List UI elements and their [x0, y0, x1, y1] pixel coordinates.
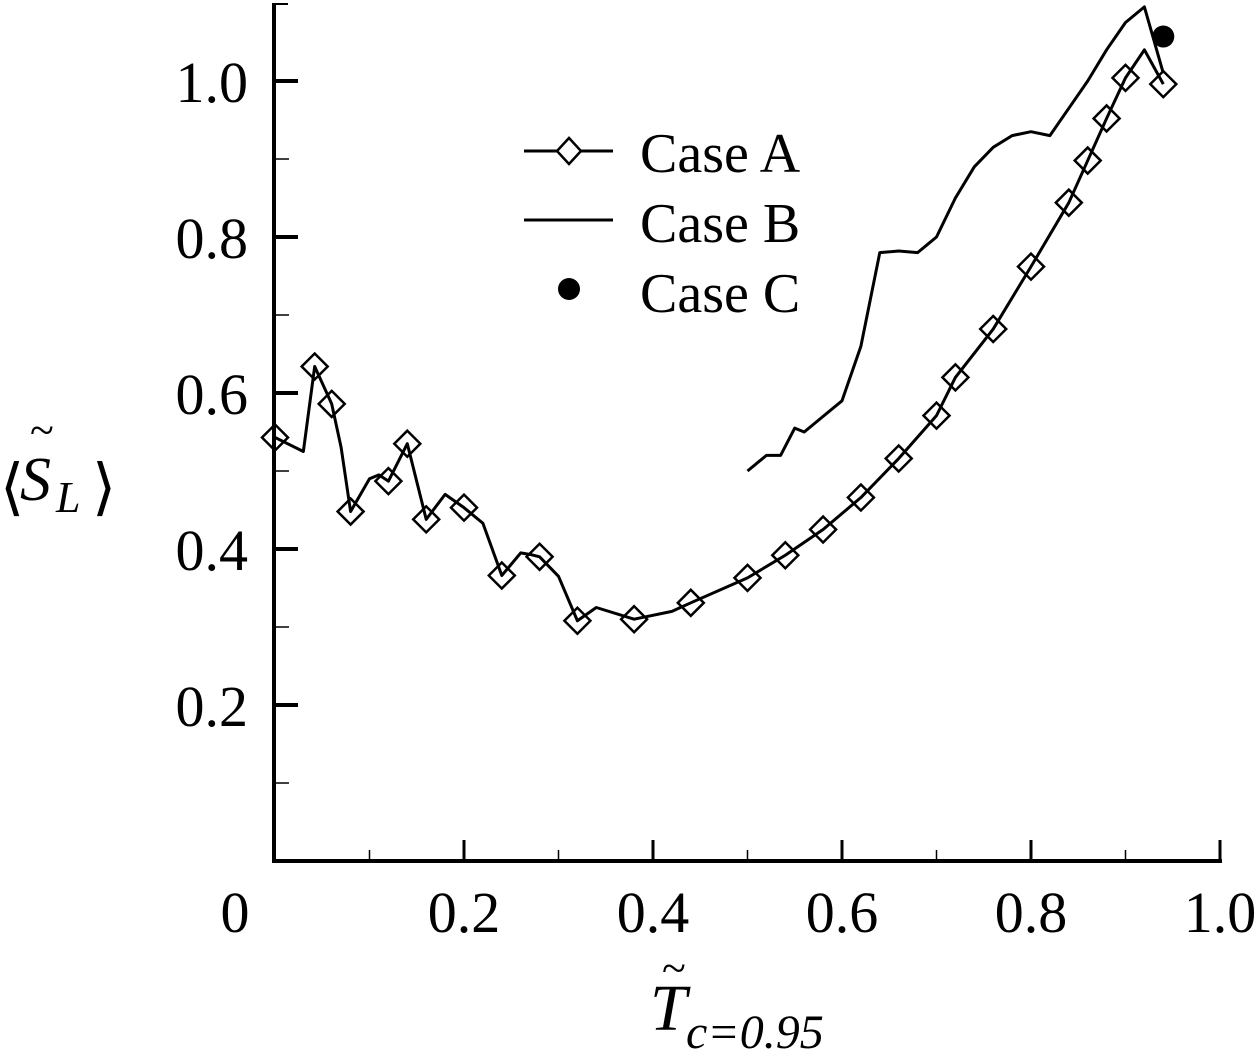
diamond-marker — [732, 563, 763, 593]
diamond-marker — [1072, 145, 1103, 176]
x-tick-label: 0.4 — [617, 880, 690, 945]
legend-diamond-icon — [555, 136, 583, 166]
diamond-marker — [260, 422, 290, 453]
diamond-marker — [978, 314, 1008, 344]
x-tick-label: 0.2 — [428, 880, 501, 945]
series-case-c — [1152, 25, 1175, 48]
y-title-tilde: ~ — [30, 406, 54, 455]
diamond-marker — [373, 466, 404, 496]
diamond-marker — [883, 443, 914, 474]
x-axis-title: ~ T c=0.95 — [650, 944, 824, 1055]
x-title-sub: c=0.95 — [686, 1006, 824, 1055]
x-title-main: T — [650, 972, 691, 1045]
diamond-marker — [524, 542, 555, 572]
diamond-marker — [1091, 103, 1122, 134]
diamond-marker — [921, 400, 952, 431]
diamond-marker — [940, 362, 971, 393]
diamond-marker — [562, 605, 593, 636]
y-tick-label: 0.2 — [176, 674, 249, 739]
legend-label-case-c: Case C — [640, 263, 800, 325]
y-title-main: S — [20, 446, 51, 514]
y-tick-label: 0.8 — [176, 206, 249, 271]
diamond-marker — [316, 389, 347, 419]
diamond-marker — [770, 540, 801, 571]
x-tick-label: 0 — [221, 880, 250, 945]
legend-item-case-b: Case B — [524, 193, 800, 255]
filled-circle-marker — [1152, 25, 1175, 48]
x-ticks: 0 0.2 0.4 0.6 0.8 1.0 — [221, 840, 1257, 945]
diamond-marker — [411, 504, 441, 535]
legend-label-case-b: Case B — [640, 193, 800, 255]
series-case-a — [260, 48, 1179, 636]
legend-circle-icon — [558, 278, 580, 300]
diamond-marker — [846, 482, 876, 513]
legend-label-case-a: Case A — [640, 123, 801, 185]
y-tick-label: 0.6 — [176, 362, 249, 427]
diamond-marker — [1016, 251, 1046, 282]
legend-item-case-c: Case C — [558, 263, 800, 325]
diamond-marker — [808, 514, 838, 545]
x-tick-label: 1.0 — [1184, 880, 1257, 945]
series-case-b — [746, 5, 1165, 473]
diamond-marker — [1054, 187, 1084, 218]
line-case-b — [746, 5, 1165, 473]
y-tick-label: 1.0 — [176, 50, 249, 115]
diamond-marker — [392, 428, 423, 459]
line-case-a — [274, 48, 1165, 623]
diamond-marker — [449, 492, 479, 523]
plot-axes: 0 0.2 0.4 0.6 0.8 1.0 0.2 0.4 0.6 0.8 1.0 — [176, 3, 1257, 945]
legend-item-case-a: Case A — [524, 123, 801, 185]
y-tick-label: 0.4 — [176, 518, 249, 583]
diamond-marker — [487, 560, 517, 591]
x-tick-label: 0.6 — [806, 880, 879, 945]
y-title-left-bracket: ⟨ — [0, 454, 24, 522]
diamond-marker — [1148, 69, 1179, 99]
y-ticks: 0.2 0.4 0.6 0.8 1.0 — [176, 50, 298, 784]
x-tick-label: 0.8 — [995, 880, 1068, 945]
y-axis-title: ⟨ ~ S L ⟩ — [0, 406, 116, 522]
legend: Case A Case B Case C — [524, 123, 801, 325]
y-title-right-bracket: ⟩ — [92, 454, 116, 522]
diamond-marker — [335, 496, 366, 527]
diamond-marker — [1110, 63, 1141, 93]
x-title-tilde: ~ — [662, 944, 686, 993]
diamond-marker — [299, 351, 330, 382]
y-title-sub: L — [55, 473, 80, 522]
diamond-marker — [619, 604, 649, 634]
markers-case-a — [260, 63, 1179, 636]
diamond-marker — [676, 588, 706, 618]
